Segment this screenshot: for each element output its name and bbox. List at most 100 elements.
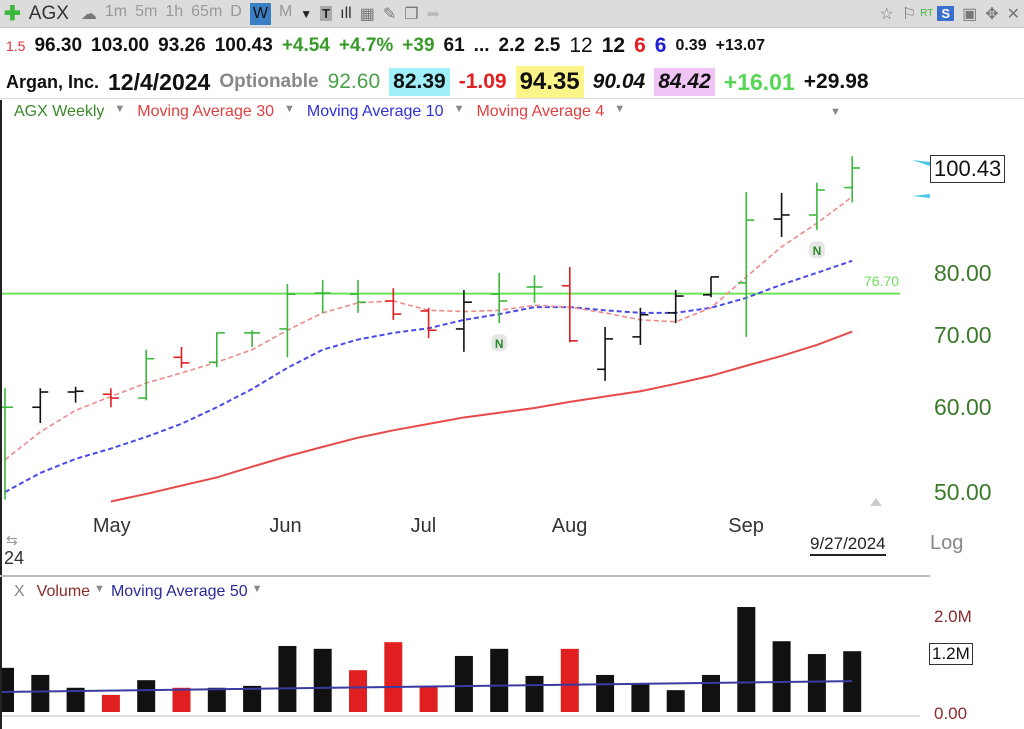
volume-bar (243, 685, 262, 712)
dropdown-arrow-icon[interactable]: ▼ (300, 6, 313, 21)
volume-bar (737, 607, 756, 712)
notes-icon[interactable]: ❐ (404, 5, 419, 23)
scroll-arrows-icon[interactable]: ⇆ (6, 532, 18, 548)
volume-bar (31, 674, 50, 712)
close-volume-button[interactable]: X (14, 583, 25, 600)
corner-year-label: 24 (4, 548, 25, 568)
x-axis-month: Sep (728, 515, 764, 537)
quote-value: 82.39 (389, 68, 450, 96)
legend-volume-ma50[interactable]: Moving Average 50 (110, 583, 248, 600)
panel-menu-arrow-icon[interactable]: ▼ (830, 106, 841, 118)
news-marker (808, 241, 825, 259)
interval-W[interactable]: W (249, 2, 271, 25)
ma10-line (4, 259, 853, 493)
volume-bar (631, 683, 650, 712)
dropdown-arrow-icon[interactable]: ▼ (453, 103, 465, 115)
move-icon[interactable]: ✥ (985, 5, 999, 23)
volume-bar (384, 642, 403, 712)
legend-symbol-weekly[interactable]: AGX Weekly (14, 103, 105, 120)
volume-bar (66, 687, 85, 712)
y-axis-tick: 80.00 (934, 259, 992, 286)
legend-volume[interactable]: Volume (36, 583, 91, 600)
dropdown-arrow-icon[interactable]: ▼ (94, 583, 105, 595)
quote-value: 2.2 (498, 35, 525, 56)
quote-value: +16.01 (723, 68, 795, 95)
dropdown-arrow-icon[interactable]: ▼ (283, 103, 295, 115)
save-icon[interactable]: ▣ (962, 5, 978, 23)
quote-value: 93.26 (158, 35, 206, 56)
interval-1h[interactable]: 1h (165, 2, 184, 20)
scroll-up-icon (870, 498, 882, 506)
quote-value: 94.35 (515, 66, 584, 98)
news-marker (491, 334, 508, 352)
quote-value: +29.98 (803, 70, 869, 93)
price-pointer-icon (912, 194, 930, 198)
x-axis-month: May (92, 515, 131, 537)
quote-value: 92.60 (327, 70, 381, 93)
quote-value: 61 (443, 35, 465, 56)
volume-bar (772, 641, 791, 712)
interval-65m[interactable]: 65m (191, 2, 223, 20)
volume-tick: 0.00 (934, 704, 968, 723)
interval-5m[interactable]: 5m (135, 2, 158, 20)
quote-value: -1.09 (458, 70, 507, 93)
dropdown-arrow-icon[interactable]: ▼ (614, 103, 626, 115)
interval-D[interactable]: D (230, 2, 242, 20)
quote-value: 12 (569, 34, 593, 57)
interval-M[interactable]: M (278, 2, 293, 20)
legend-ma10[interactable]: Moving Average 10 (306, 103, 444, 120)
legend-ma4[interactable]: Moving Average 4 (476, 103, 605, 120)
y-axis-tick: 70.00 (934, 322, 992, 349)
quote-value: +4.7% (338, 35, 394, 56)
divider (0, 98, 1024, 99)
volume-bar (101, 694, 120, 712)
bar-chart-icon[interactable]: ıll (340, 4, 352, 22)
flag-icon[interactable]: ⚐ (901, 5, 917, 23)
quote-value: Argan, Inc. (6, 71, 100, 92)
text-tool-icon[interactable]: T (320, 6, 333, 21)
volume-bar (0, 667, 14, 712)
end-date-label: 9/27/2024 (810, 534, 886, 556)
close-icon[interactable]: ✕ (1006, 5, 1020, 23)
legend-ma30[interactable]: Moving Average 30 (137, 103, 274, 120)
star-icon[interactable]: ☆ (879, 5, 894, 23)
x-axis-month: Aug (551, 515, 588, 537)
volume-bar (807, 654, 826, 712)
symbol-field[interactable]: AGX (28, 2, 69, 24)
x-axis-month: Jul (410, 515, 437, 537)
cloud-icon[interactable]: ☁ (80, 5, 97, 23)
quote-value: 100.43 (214, 35, 273, 56)
quote-value: ... (473, 35, 490, 56)
panel-divider (0, 575, 930, 577)
quote-value: 2.5 (533, 35, 561, 56)
quote-value: +4.54 (281, 35, 330, 56)
calculator-icon[interactable]: ▦ (359, 5, 375, 23)
quote-value: Optionable (219, 71, 319, 92)
quote-row-1: 1.5 96.30 103.00 93.26 100.43 +4.54 +4.7% +39 61… (6, 32, 774, 60)
dropdown-arrow-icon[interactable]: ▼ (251, 583, 263, 595)
add-plus-icon[interactable]: ✚ (4, 3, 21, 25)
volume-bar (313, 648, 332, 712)
volume-bar (596, 674, 615, 712)
quote-value: 6 (634, 34, 646, 57)
volume-bar (172, 687, 191, 712)
s-dropdown-button[interactable]: S (937, 6, 955, 21)
quote-value: +13.07 (715, 37, 765, 54)
pencil-icon[interactable]: ✎ (382, 5, 397, 23)
quote-value: 90.04 (592, 70, 646, 93)
quote-value: 12 (601, 34, 626, 57)
interval-1m[interactable]: 1m (104, 2, 128, 20)
ma30-line (110, 330, 853, 503)
volume-bar (137, 680, 156, 712)
share-arrow-icon[interactable]: ➦ (426, 5, 440, 23)
quote-row-2: Argan, Inc. 12/4/2024 Optionable 92.60 82.39… (6, 66, 878, 98)
quote-value: 96.30 (34, 35, 83, 56)
volume-bar (349, 670, 367, 712)
y-axis-tick: 60.00 (934, 394, 992, 421)
realtime-label[interactable]: RT (920, 8, 934, 19)
volume-bar (666, 690, 685, 712)
log-scale-toggle[interactable]: Log (930, 532, 964, 554)
dropdown-arrow-icon[interactable]: ▼ (114, 103, 126, 115)
volume-legend: X Volume ▼ Moving Average 50 ▼ (14, 583, 269, 601)
